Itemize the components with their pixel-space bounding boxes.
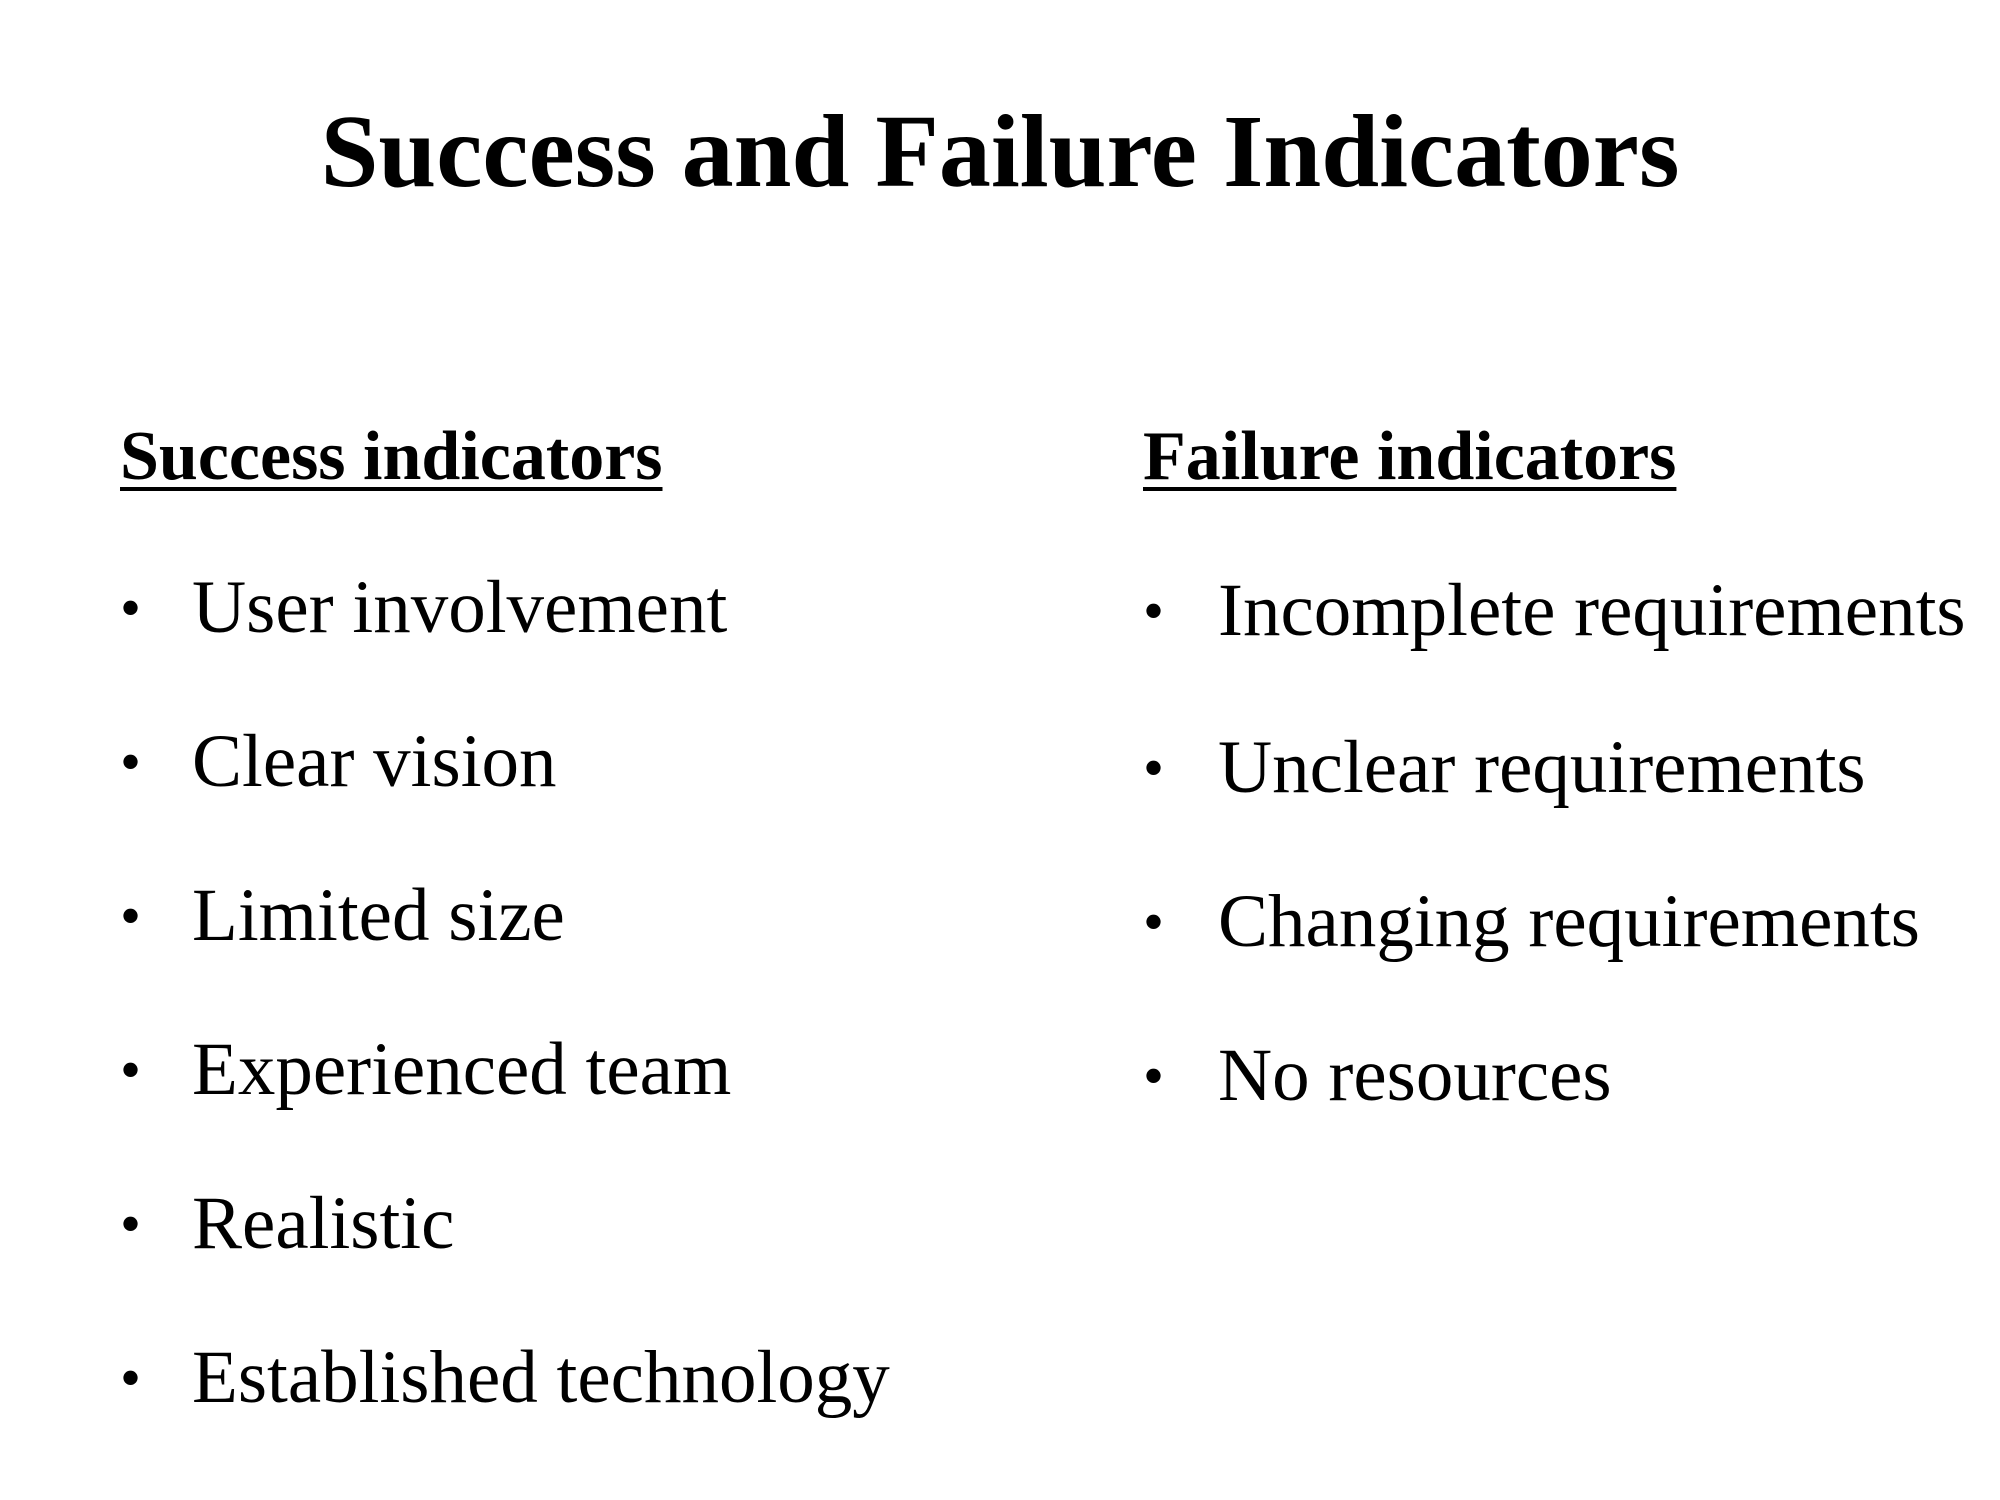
success-item-label: Clear vision: [192, 720, 557, 803]
success-heading: Success indicators: [120, 418, 663, 495]
success-item-label: Established technology: [192, 1336, 890, 1419]
bullet-icon: •: [120, 1191, 142, 1257]
bullet-icon: •: [120, 575, 142, 641]
bullet-icon: •: [1143, 578, 1165, 644]
bullet-icon: •: [120, 729, 142, 795]
failure-item-label: Incomplete requirements: [1218, 569, 1966, 652]
bullet-icon: •: [1143, 1043, 1165, 1109]
bullet-icon: •: [120, 883, 142, 949]
failure-item-label: No resources: [1218, 1034, 1612, 1117]
bullet-icon: •: [1143, 889, 1165, 955]
bullet-icon: •: [120, 1037, 142, 1103]
failure-column: Failure indicators • Incomplete requirem…: [1143, 418, 2000, 1116]
success-item-label: Limited size: [192, 874, 565, 957]
failure-item-label: Changing requirements: [1218, 880, 1920, 963]
slide-title: Success and Failure Indicators: [320, 94, 1680, 209]
failure-heading: Failure indicators: [1143, 418, 1677, 495]
failure-item-label: Unclear requirements: [1218, 726, 1866, 809]
success-item-label: Experienced team: [192, 1028, 732, 1111]
success-item-label: Realistic: [192, 1182, 455, 1265]
success-column: Success indicators • User involvement • …: [120, 418, 1020, 1418]
bullet-icon: •: [120, 1345, 142, 1411]
bullet-icon: •: [1143, 735, 1165, 801]
success-item-label: User involvement: [192, 566, 728, 649]
